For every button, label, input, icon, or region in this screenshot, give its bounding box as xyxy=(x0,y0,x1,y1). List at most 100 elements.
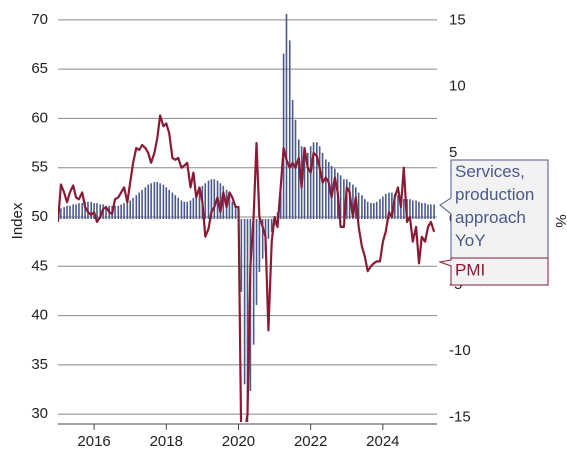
y-tick-label: 55 xyxy=(31,159,48,176)
bar xyxy=(213,179,216,219)
bar xyxy=(288,40,291,219)
bar xyxy=(252,218,255,345)
x-tick-label: 2024 xyxy=(366,433,399,450)
bar xyxy=(246,218,249,422)
bar xyxy=(382,196,384,219)
bar xyxy=(370,203,372,219)
bar xyxy=(282,53,285,219)
bar xyxy=(379,199,381,219)
bar xyxy=(117,205,120,219)
bar xyxy=(312,142,315,219)
bar xyxy=(162,184,165,219)
bar xyxy=(352,184,354,219)
y2-tick-label: -15 xyxy=(449,408,471,425)
y-tick-label: 45 xyxy=(31,257,48,274)
bar xyxy=(138,192,141,219)
bar xyxy=(430,204,432,219)
bar xyxy=(129,200,131,219)
bar xyxy=(361,195,363,219)
bar xyxy=(327,162,330,219)
bar xyxy=(81,203,83,219)
bar xyxy=(186,201,189,219)
bar xyxy=(66,205,68,219)
bar xyxy=(135,195,138,219)
y-tick-label: 60 xyxy=(31,109,48,126)
y-tick-label: 50 xyxy=(31,208,48,225)
bar xyxy=(78,203,80,219)
bar xyxy=(141,189,143,219)
bar xyxy=(156,181,159,219)
legend-box xyxy=(439,159,549,259)
bar xyxy=(168,189,170,219)
bar xyxy=(261,218,264,259)
bar xyxy=(165,187,168,219)
bar xyxy=(366,201,369,219)
bar xyxy=(433,204,435,219)
bar xyxy=(364,199,366,219)
bar xyxy=(153,181,156,219)
bar xyxy=(150,183,152,219)
y-tick-label: 65 xyxy=(31,60,48,77)
bar xyxy=(192,197,195,219)
bar xyxy=(231,201,234,219)
bar xyxy=(177,197,179,219)
legend-box xyxy=(438,257,549,286)
bar xyxy=(243,218,246,385)
bar xyxy=(84,201,86,219)
bar xyxy=(409,199,411,219)
bar xyxy=(427,204,429,219)
bar xyxy=(400,197,402,219)
bar xyxy=(375,201,378,219)
bar xyxy=(343,179,345,219)
bar xyxy=(240,218,243,292)
bar xyxy=(105,205,107,219)
bar xyxy=(270,218,273,233)
bar xyxy=(228,195,231,219)
bar xyxy=(222,185,225,219)
y-tick-label: 70 xyxy=(31,11,48,28)
bar xyxy=(234,208,237,219)
bar xyxy=(321,152,324,219)
bar xyxy=(339,175,342,219)
x-tick-label: 2016 xyxy=(77,433,110,450)
bar xyxy=(424,203,426,219)
bar xyxy=(72,204,74,219)
bar xyxy=(144,187,147,219)
bar xyxy=(180,200,183,219)
bar xyxy=(147,184,150,219)
x-tick-label: 2020 xyxy=(222,433,255,450)
bar xyxy=(415,200,417,219)
bar xyxy=(309,146,312,219)
bar xyxy=(171,192,174,219)
bar xyxy=(334,168,336,219)
bar xyxy=(318,146,321,219)
legend-label: Services, production approach YoY xyxy=(455,162,534,250)
y-tick-label: 40 xyxy=(31,307,48,324)
y2-tick-label: 5 xyxy=(449,144,457,161)
y-tick-label: 35 xyxy=(31,356,48,373)
bar xyxy=(297,139,300,219)
bar xyxy=(114,205,116,219)
bar xyxy=(325,159,327,219)
bar xyxy=(418,201,420,219)
bar xyxy=(285,13,288,219)
bar xyxy=(99,204,102,219)
bar xyxy=(306,152,309,219)
bar xyxy=(69,205,71,219)
bar xyxy=(126,201,129,219)
bar xyxy=(393,193,396,219)
bar xyxy=(198,189,201,219)
y-tick-label: 30 xyxy=(31,405,48,422)
y-axis-label: Index xyxy=(9,202,26,239)
bar xyxy=(258,218,261,272)
bar xyxy=(255,218,258,305)
bar xyxy=(357,192,360,219)
bar xyxy=(402,199,405,219)
x-tick-label: 2022 xyxy=(294,433,327,450)
plot-area xyxy=(58,13,436,422)
bar xyxy=(219,183,222,219)
bar xyxy=(90,201,93,219)
bar xyxy=(195,193,198,219)
bar xyxy=(75,204,77,219)
